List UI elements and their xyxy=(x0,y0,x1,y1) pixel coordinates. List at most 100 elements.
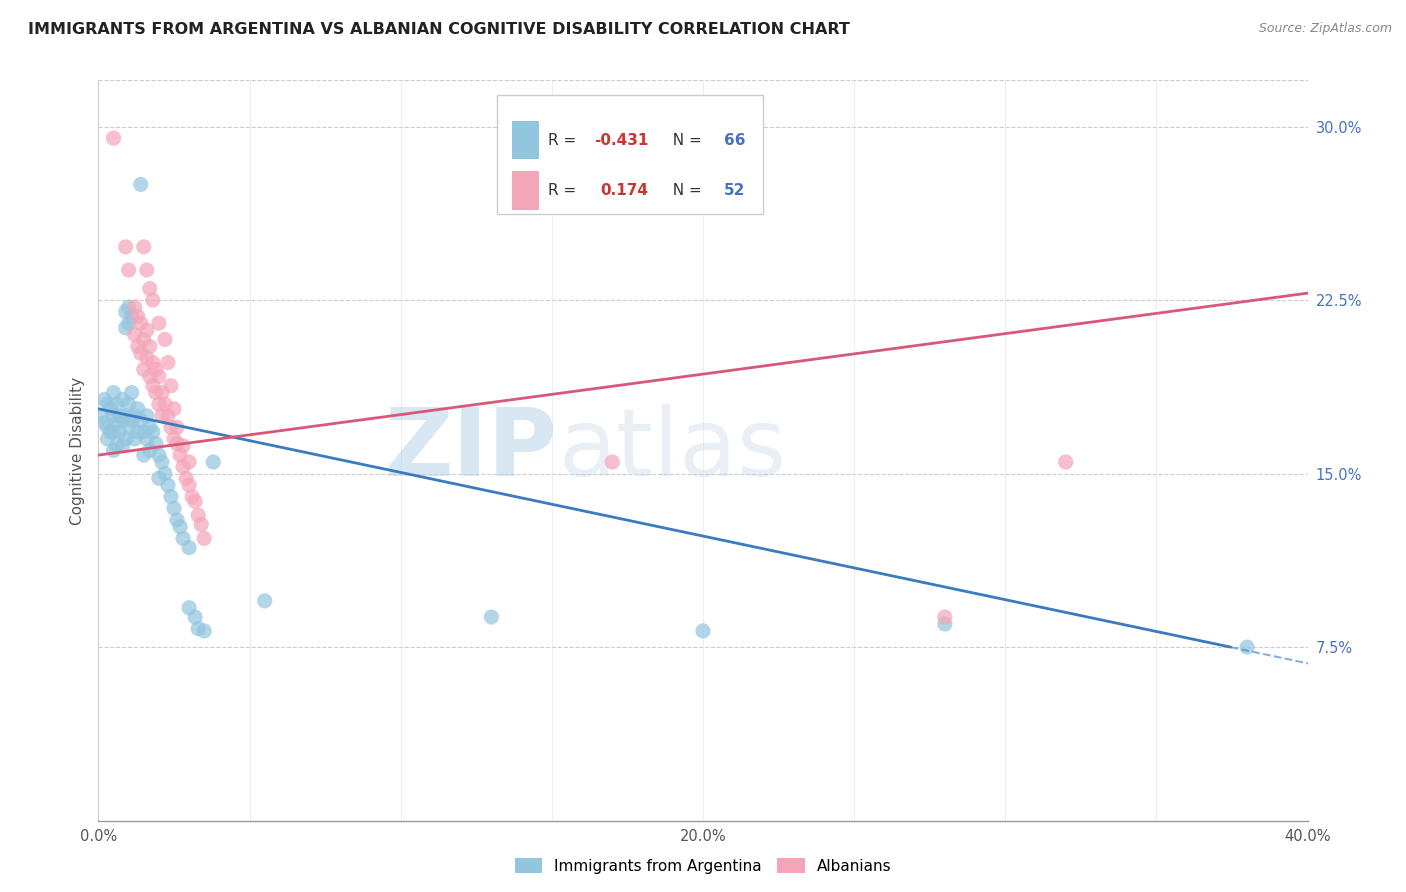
Point xyxy=(111,439,134,453)
FancyBboxPatch shape xyxy=(498,95,763,213)
Point xyxy=(129,316,152,330)
Point xyxy=(602,455,624,469)
Point xyxy=(103,425,125,439)
Point xyxy=(118,420,141,434)
Point xyxy=(132,362,155,376)
Point xyxy=(100,425,122,439)
Text: R =: R = xyxy=(548,183,586,198)
Point xyxy=(145,436,167,450)
Point xyxy=(111,413,134,427)
Point xyxy=(172,459,194,474)
Point xyxy=(139,339,162,353)
Point xyxy=(129,178,152,192)
Point xyxy=(139,420,162,434)
Point xyxy=(148,397,170,411)
Point xyxy=(142,355,165,369)
Point xyxy=(132,425,155,439)
Point xyxy=(169,448,191,462)
Point xyxy=(96,420,118,434)
Point xyxy=(132,333,155,347)
Point xyxy=(139,443,162,458)
Point xyxy=(181,490,204,504)
Legend: Immigrants from Argentina, Albanians: Immigrants from Argentina, Albanians xyxy=(509,852,897,880)
Point xyxy=(124,409,146,423)
Point xyxy=(121,385,143,400)
Point xyxy=(114,409,136,423)
Point xyxy=(118,397,141,411)
Point xyxy=(111,392,134,407)
Point xyxy=(150,409,173,423)
Point xyxy=(160,490,183,504)
Point xyxy=(135,323,157,337)
Point xyxy=(148,448,170,462)
Point xyxy=(103,409,125,423)
Text: 52: 52 xyxy=(724,183,745,198)
Point xyxy=(148,369,170,384)
Point xyxy=(127,310,149,324)
Point xyxy=(114,240,136,254)
Point xyxy=(132,240,155,254)
Text: N =: N = xyxy=(664,133,707,148)
Point xyxy=(96,397,118,411)
Point xyxy=(124,327,146,342)
Point xyxy=(172,532,194,546)
Point xyxy=(934,610,956,624)
Point xyxy=(105,416,128,430)
Point xyxy=(148,316,170,330)
Point xyxy=(103,385,125,400)
Text: 0.174: 0.174 xyxy=(600,183,648,198)
Y-axis label: Cognitive Disability: Cognitive Disability xyxy=(69,376,84,524)
Point xyxy=(160,378,183,392)
Point xyxy=(163,432,186,446)
Point xyxy=(179,600,201,615)
Point xyxy=(93,392,115,407)
Point xyxy=(172,439,194,453)
Point xyxy=(481,610,503,624)
Text: IMMIGRANTS FROM ARGENTINA VS ALBANIAN COGNITIVE DISABILITY CORRELATION CHART: IMMIGRANTS FROM ARGENTINA VS ALBANIAN CO… xyxy=(28,22,851,37)
Point xyxy=(135,263,157,277)
Point xyxy=(150,385,173,400)
Point xyxy=(153,397,176,411)
Text: Source: ZipAtlas.com: Source: ZipAtlas.com xyxy=(1258,22,1392,36)
Text: N =: N = xyxy=(664,183,707,198)
FancyBboxPatch shape xyxy=(512,171,538,210)
Point xyxy=(108,409,131,423)
Point xyxy=(105,397,128,411)
Point xyxy=(129,346,152,360)
Text: -0.431: -0.431 xyxy=(595,133,648,148)
Point xyxy=(96,432,118,446)
Point xyxy=(121,413,143,427)
Point xyxy=(202,455,225,469)
Point xyxy=(145,362,167,376)
Point xyxy=(163,501,186,516)
Point xyxy=(184,610,207,624)
Point xyxy=(114,304,136,318)
Text: R =: R = xyxy=(548,133,581,148)
Point xyxy=(150,455,173,469)
Point xyxy=(179,541,201,555)
Point xyxy=(156,409,179,423)
Point xyxy=(179,478,201,492)
Point xyxy=(103,443,125,458)
Point xyxy=(187,508,209,523)
Point xyxy=(124,432,146,446)
Point xyxy=(142,378,165,392)
Point xyxy=(190,517,212,532)
Point xyxy=(139,369,162,384)
Point xyxy=(118,316,141,330)
Point xyxy=(121,310,143,324)
Point xyxy=(127,339,149,353)
Point xyxy=(179,455,201,469)
Point xyxy=(166,513,188,527)
Point xyxy=(253,594,276,608)
Point xyxy=(193,624,215,638)
Point xyxy=(142,293,165,307)
Point xyxy=(142,425,165,439)
Point xyxy=(127,401,149,416)
FancyBboxPatch shape xyxy=(512,121,538,160)
Point xyxy=(1236,640,1258,654)
Point xyxy=(90,409,112,423)
Point xyxy=(139,281,162,295)
Point xyxy=(132,448,155,462)
Point xyxy=(124,300,146,314)
